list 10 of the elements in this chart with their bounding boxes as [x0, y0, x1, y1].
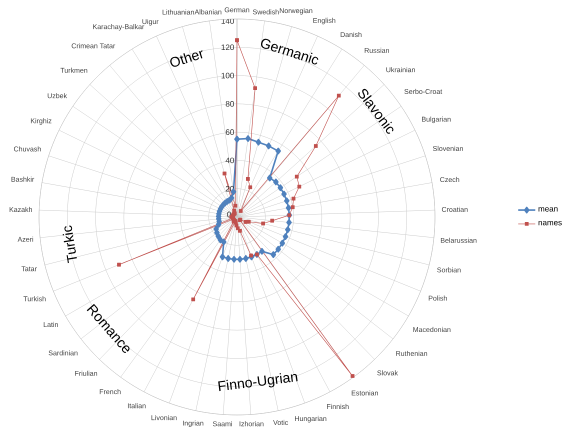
- legend-label: names: [538, 221, 562, 226]
- y-tick-label: 80: [226, 101, 234, 107]
- y-tick-label: 120: [222, 44, 234, 50]
- y-tick-label: 100: [222, 72, 234, 78]
- y-tick-label: 40: [226, 158, 234, 164]
- legend-label: mean: [538, 207, 558, 212]
- text: Turkic: [62, 225, 77, 264]
- text: Finno-Ugrian: [218, 373, 298, 392]
- y-tick-label: 60: [226, 129, 234, 135]
- text: Other: [170, 50, 203, 67]
